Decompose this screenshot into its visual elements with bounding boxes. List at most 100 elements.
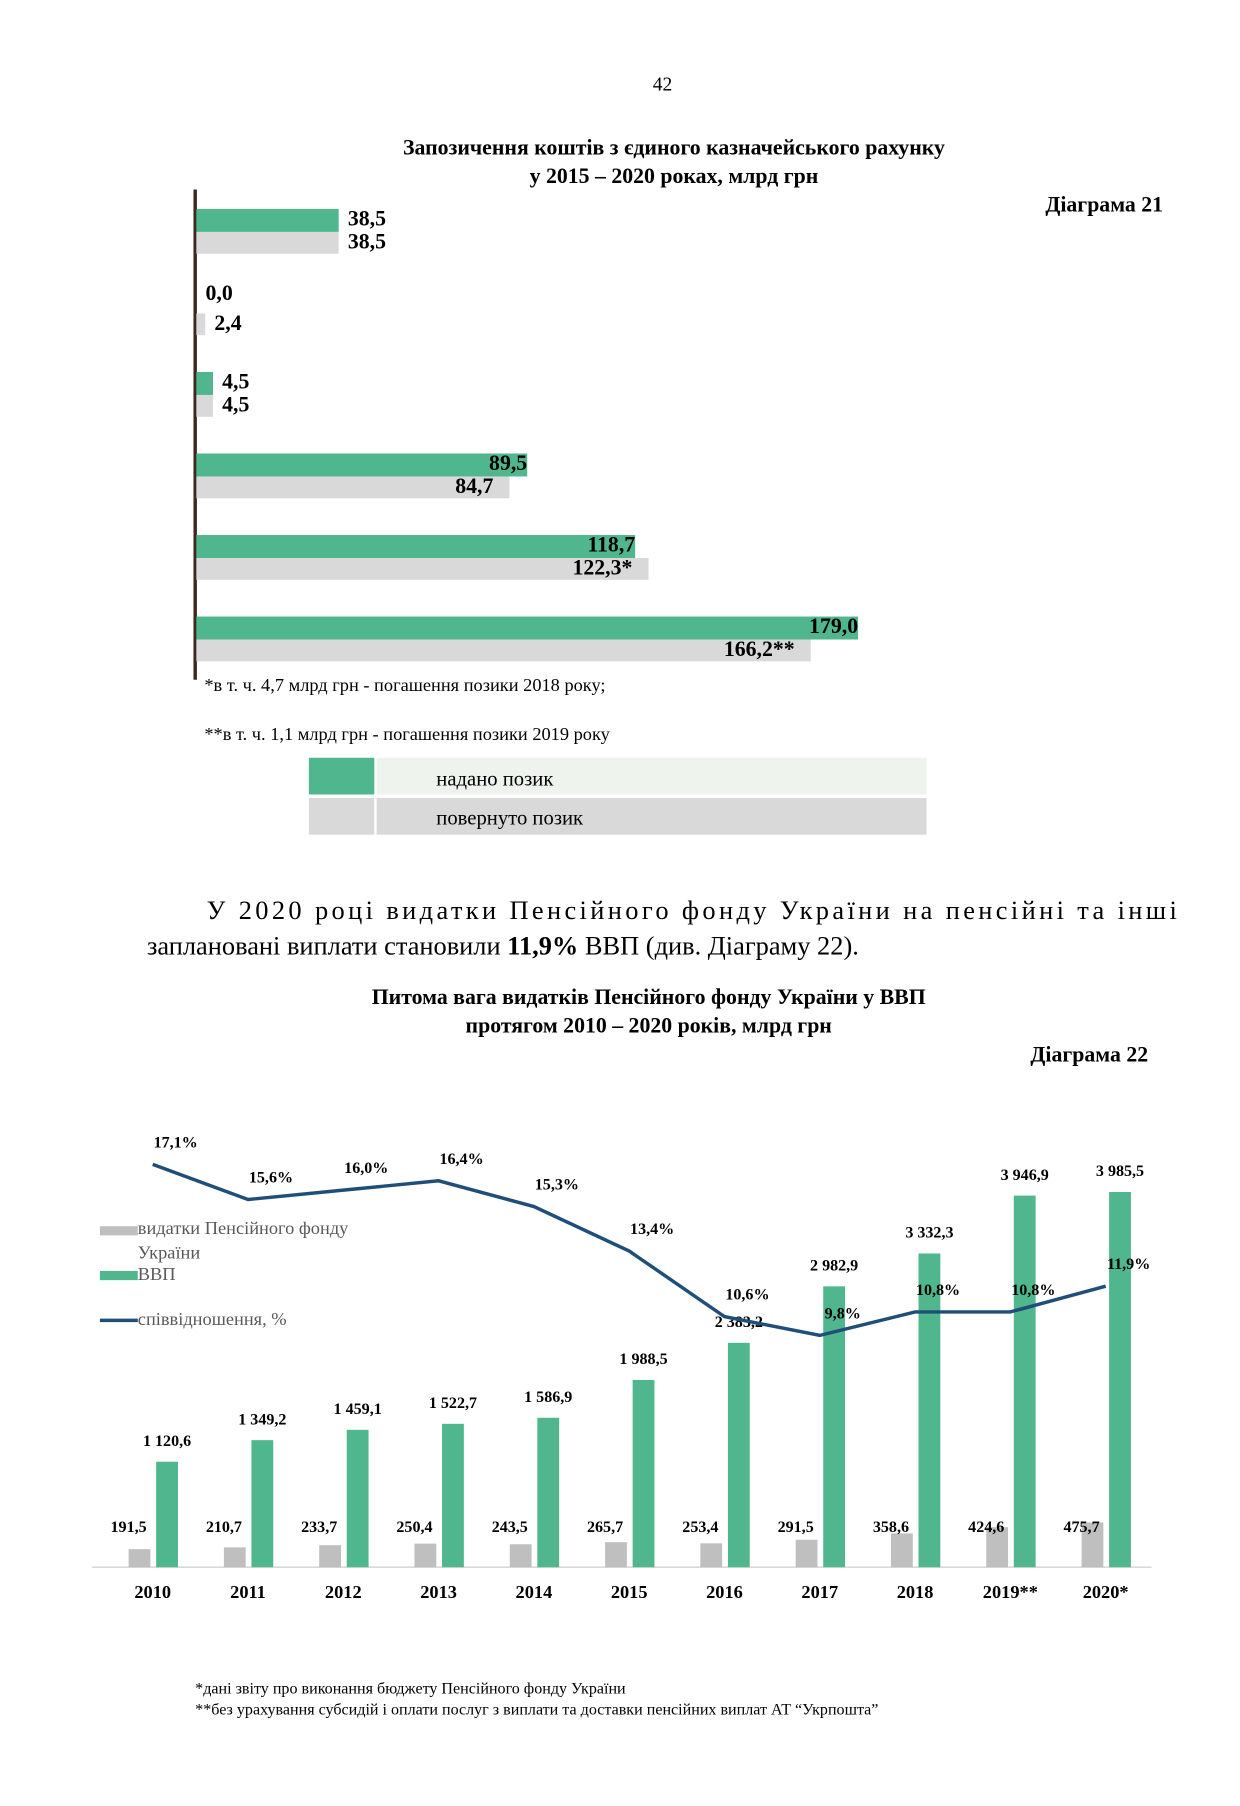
- bar: [727, 1342, 750, 1568]
- value-label: 9,8%: [825, 1305, 861, 1322]
- chart-title: протягом 2010 – 2020 років, млрд грн: [466, 1014, 832, 1038]
- bar: [986, 1527, 1009, 1568]
- x-tick-label: 2011: [230, 1582, 266, 1602]
- legend-swatch: [99, 1270, 138, 1281]
- value-label: 84,7: [455, 474, 493, 498]
- footnote: **в т. ч. 1,1 млрд грн - погашення позик…: [204, 724, 610, 744]
- bar: [890, 1533, 913, 1568]
- legend-label: видатки Пенсійного фонду України: [137, 1219, 349, 1263]
- value-label: 89,5: [489, 451, 527, 475]
- legend-label: надано позик: [436, 768, 554, 790]
- value-label: 1 522,7: [429, 1395, 477, 1412]
- value-label: 291,5: [778, 1519, 814, 1536]
- value-label: 210,7: [206, 1519, 242, 1536]
- legend-swatch: [99, 1226, 138, 1236]
- value-label: 253,4: [682, 1519, 718, 1536]
- bar: [414, 1543, 437, 1568]
- bar: [605, 1542, 627, 1568]
- value-label: 16,0%: [344, 1160, 388, 1177]
- legend-label: повернуто позик: [436, 807, 584, 829]
- x-tick-label: 2010: [134, 1582, 171, 1602]
- value-label: 1 120,6: [143, 1433, 191, 1450]
- paragraph-line: заплановані виплати становили 11,9% ВВП …: [147, 930, 859, 960]
- bar: [346, 1429, 369, 1568]
- chart-title: у 2015 – 2020 роках, млрд грн: [530, 164, 819, 188]
- bar: [700, 1543, 723, 1568]
- value-label: 358,6: [873, 1519, 909, 1536]
- x-tick-label: 2015: [611, 1582, 648, 1602]
- x-tick-label: 2016: [706, 1582, 743, 1602]
- bar: [196, 557, 649, 580]
- bar: [196, 208, 339, 232]
- bar: [1109, 1191, 1131, 1568]
- bar: [509, 1544, 532, 1568]
- paragraph-line: У 2020 році видатки Пенсійного фонду Укр…: [207, 895, 1177, 925]
- value-label: 233,7: [301, 1519, 337, 1536]
- bar: [918, 1253, 941, 1568]
- paragraph-text: заплановані виплати становили: [147, 930, 507, 960]
- value-label: 10,8%: [1011, 1282, 1055, 1299]
- value-label: 4,5: [222, 369, 249, 393]
- value-label: 3 946,9: [1001, 1167, 1049, 1184]
- bar: [196, 453, 528, 477]
- value-label: 10,6%: [725, 1287, 769, 1304]
- chart-label: Діаграма 22: [1030, 1042, 1148, 1066]
- value-label: 243,5: [492, 1519, 528, 1536]
- x-tick-label: 2018: [897, 1582, 934, 1602]
- value-label: 3 332,3: [905, 1225, 953, 1242]
- value-label: 3 985,5: [1096, 1163, 1144, 1180]
- value-label: 424,6: [968, 1519, 1004, 1536]
- bar: [823, 1286, 846, 1568]
- value-label: 0,0: [206, 281, 233, 305]
- x-tick-label: 2019**: [983, 1582, 1038, 1602]
- page-number: 42: [653, 75, 673, 96]
- bar: [1013, 1195, 1036, 1568]
- bar: [537, 1417, 560, 1568]
- bar: [196, 313, 206, 336]
- value-label: 166,2**: [724, 637, 795, 661]
- bar: [196, 535, 636, 558]
- value-label: 122,3*: [572, 555, 632, 579]
- footnote: *дані звіту про виконання бюджету Пенсій…: [195, 1681, 626, 1698]
- bar: [251, 1440, 274, 1568]
- bar: [196, 371, 213, 395]
- x-tick-label: 2013: [420, 1582, 457, 1602]
- legend-swatch: [308, 797, 375, 835]
- paragraph-bold: 11,9%: [507, 930, 578, 960]
- x-tick-label: 2012: [325, 1582, 362, 1602]
- legend-cell: [376, 757, 927, 795]
- bar: [196, 616, 859, 640]
- legend-swatch: [308, 757, 375, 795]
- bar: [442, 1423, 464, 1568]
- legend-item: співвідношення, %: [137, 1310, 287, 1330]
- bar: [196, 639, 811, 662]
- value-label: 17,1%: [154, 1134, 198, 1151]
- value-label: 1 459,1: [334, 1401, 382, 1418]
- chart-label: Діаграма 21: [1045, 193, 1163, 217]
- footnote: **без урахування субсидій і оплати послу…: [195, 1701, 878, 1718]
- legend-cell: [376, 797, 927, 835]
- legend-item: видатки Пенсійного фонду України: [137, 1219, 349, 1263]
- bar: [196, 476, 510, 499]
- legend-label: співвідношення, %: [137, 1310, 287, 1330]
- legend-item: ВВП: [137, 1265, 176, 1285]
- value-label: 10,8%: [916, 1282, 960, 1299]
- bar: [128, 1549, 151, 1568]
- value-label: 191,5: [111, 1519, 147, 1536]
- bar: [1081, 1522, 1104, 1568]
- value-label: 16,4%: [439, 1151, 483, 1168]
- paragraph-text: ВВП (див. Діаграму 22).: [578, 930, 859, 960]
- value-label: 4,5: [222, 392, 249, 416]
- legend: надано позик повернуто позик: [308, 757, 927, 835]
- value-label: 38,5: [348, 206, 386, 230]
- legend-label: ВВП: [137, 1265, 176, 1285]
- value-label: 15,3%: [535, 1177, 579, 1194]
- value-label: 1 988,5: [619, 1351, 667, 1368]
- bar: [632, 1379, 655, 1568]
- bar: [156, 1461, 178, 1568]
- value-label: 265,7: [587, 1519, 623, 1536]
- value-label: 1 349,2: [238, 1411, 286, 1428]
- bar: [319, 1545, 342, 1568]
- value-label: 11,9%: [1107, 1256, 1150, 1273]
